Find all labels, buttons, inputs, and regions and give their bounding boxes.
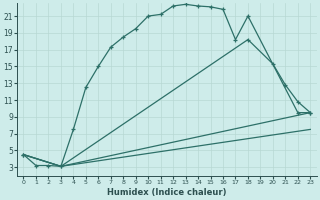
X-axis label: Humidex (Indice chaleur): Humidex (Indice chaleur): [107, 188, 227, 197]
